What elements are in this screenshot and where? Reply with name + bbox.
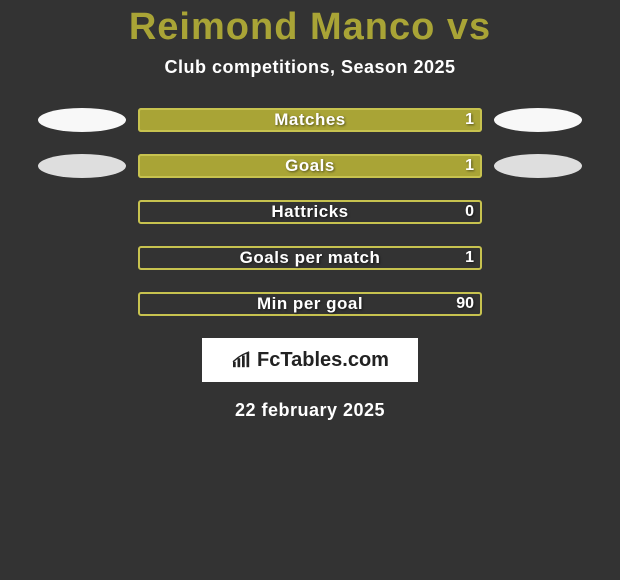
bar-value: 0: [465, 203, 474, 221]
bar-label: Goals: [285, 156, 335, 176]
bar-value: 1: [465, 111, 474, 129]
date-line: 22 february 2025: [0, 400, 620, 421]
logo-box: FcTables.com: [202, 338, 418, 382]
bar-label: Goals per match: [240, 248, 381, 268]
stat-bar: Hattricks 0: [138, 200, 482, 224]
bar-label: Hattricks: [271, 202, 348, 222]
stat-row: Goals per match 1: [0, 246, 620, 270]
bar-value: 1: [465, 157, 474, 175]
stat-bar: Matches 1: [138, 108, 482, 132]
bar-value: 90: [456, 295, 474, 313]
left-ellipse: [38, 108, 126, 132]
bar-label: Min per goal: [257, 294, 363, 314]
stat-row: Goals 1: [0, 154, 620, 178]
logo-text: FcTables.com: [257, 349, 389, 372]
logo-chart-icon: [231, 351, 253, 369]
bar-value: 1: [465, 249, 474, 267]
title-player: Reimond Manco: [129, 6, 435, 48]
stat-bar: Goals 1: [138, 154, 482, 178]
title-vs: vs: [435, 6, 491, 48]
stat-bar: Goals per match 1: [138, 246, 482, 270]
stat-row: Matches 1: [0, 108, 620, 132]
bar-label: Matches: [274, 110, 346, 130]
right-ellipse: [494, 154, 582, 178]
page-title: Reimond Manco vs: [0, 0, 620, 49]
stat-row: Min per goal 90: [0, 292, 620, 316]
left-ellipse: [38, 154, 126, 178]
stat-row: Hattricks 0: [0, 200, 620, 224]
subtitle: Club competitions, Season 2025: [0, 57, 620, 78]
right-ellipse: [494, 108, 582, 132]
stat-rows: Matches 1 Goals 1 Hattricks 0 Goals per match 1…: [0, 108, 620, 316]
stat-bar: Min per goal 90: [138, 292, 482, 316]
